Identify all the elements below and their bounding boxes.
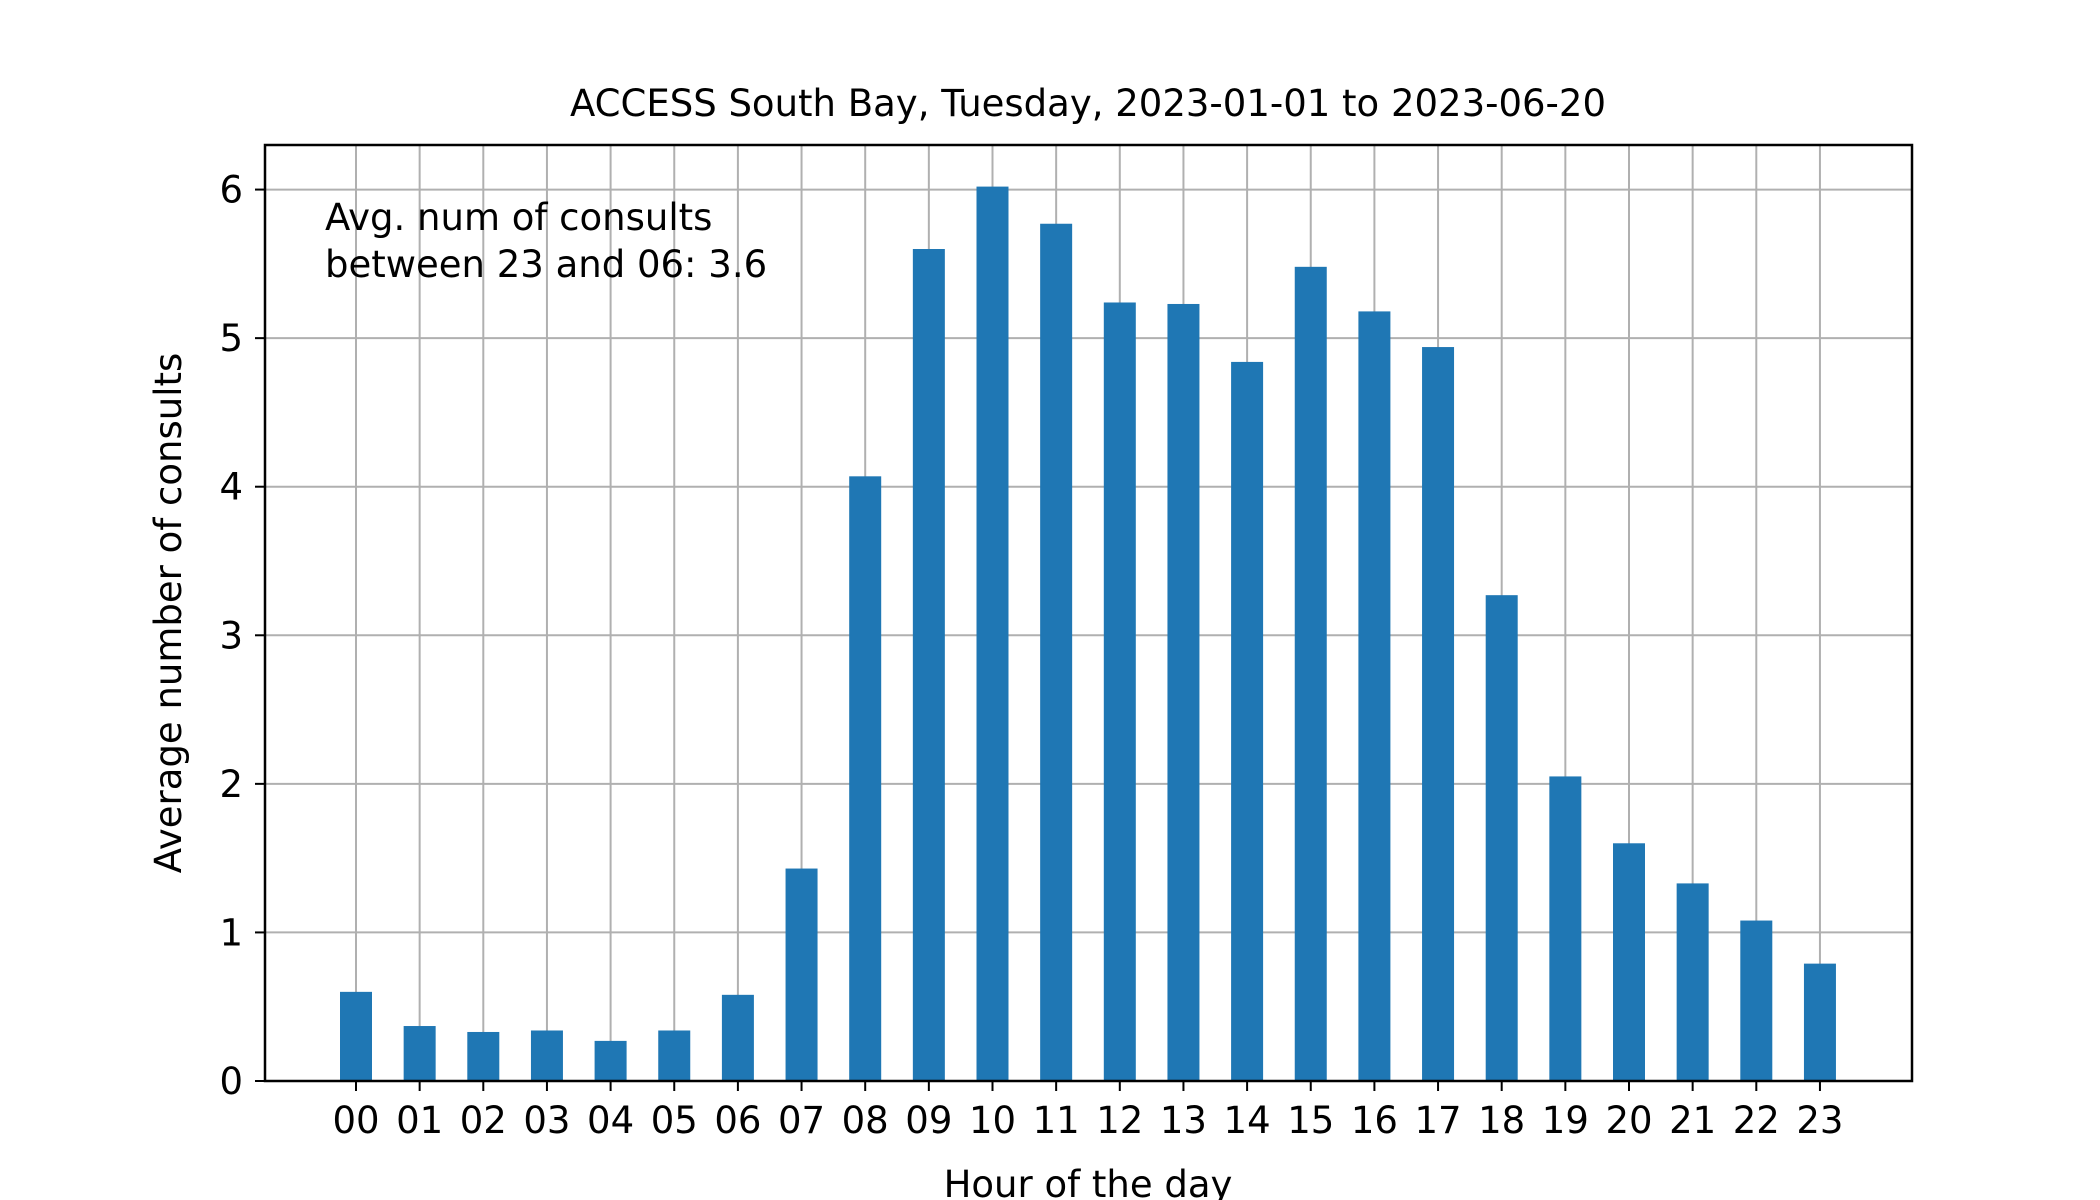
y-tick-label: 3: [219, 614, 243, 657]
bar-hour-12: [1103, 302, 1136, 1081]
annotation-line-2: between 23 and 06: 3.6: [325, 243, 767, 286]
x-tick-label: 21: [1669, 1099, 1716, 1142]
x-tick-label: 08: [842, 1099, 889, 1142]
chart-title: ACCESS South Bay, Tuesday, 2023-01-01 to…: [570, 82, 1606, 125]
x-tick-label: 02: [460, 1099, 507, 1142]
x-tick-label: 11: [1033, 1099, 1080, 1142]
bars: [340, 186, 1836, 1082]
x-tick-label: 19: [1542, 1099, 1589, 1142]
x-tick-label: 18: [1478, 1099, 1525, 1142]
plot-area-frame: [263, 143, 1914, 1083]
bar-hour-06: [721, 994, 754, 1081]
x-tick-label: 10: [969, 1099, 1016, 1142]
x-tick-label: 03: [523, 1099, 570, 1142]
bar-hour-13: [1167, 303, 1200, 1081]
x-tick-label: 12: [1096, 1099, 1143, 1142]
x-tick-label: 15: [1287, 1099, 1334, 1142]
x-tick-label: 16: [1351, 1099, 1398, 1142]
x-tick-label: 22: [1733, 1099, 1780, 1142]
x-tick-label: 01: [396, 1099, 443, 1142]
bar-hour-09: [912, 249, 945, 1081]
x-tick-label: 04: [587, 1099, 634, 1142]
x-tick-label: 20: [1605, 1099, 1652, 1142]
x-tick-label: 17: [1415, 1099, 1462, 1142]
bar-hour-16: [1358, 311, 1391, 1081]
bar-hour-14: [1231, 361, 1264, 1081]
bar-hour-22: [1740, 920, 1773, 1081]
y-tick-label: 2: [219, 763, 243, 806]
x-tick-label: 13: [1160, 1099, 1207, 1142]
y-tick-label: 5: [219, 317, 243, 360]
bar-hour-08: [849, 476, 882, 1081]
bar-hour-17: [1422, 347, 1455, 1081]
bar-hour-03: [530, 1030, 563, 1081]
x-tick-label: 09: [905, 1099, 952, 1142]
bar-hour-00: [340, 991, 372, 1081]
bar-hour-15: [1294, 266, 1327, 1081]
y-tick-label: 6: [219, 169, 243, 212]
bar-hour-23: [1803, 963, 1836, 1081]
x-tick-label: 14: [1224, 1099, 1271, 1142]
x-tick-label: 07: [778, 1099, 825, 1142]
x-tick-label: 05: [651, 1099, 698, 1142]
bar-hour-19: [1549, 776, 1582, 1081]
y-tick-label: 0: [219, 1060, 243, 1103]
bar-hour-10: [976, 186, 1009, 1082]
x-tick-label: 00: [332, 1099, 379, 1142]
y-tick-label: 4: [219, 466, 243, 509]
x-axis-label: Hour of the day: [944, 1163, 1233, 1200]
bar-hour-05: [658, 1030, 691, 1081]
bar-hour-20: [1613, 843, 1645, 1081]
bar-hour-04: [594, 1040, 627, 1081]
bar-hour-11: [1040, 223, 1073, 1081]
x-tick-label: 06: [714, 1099, 761, 1142]
bar-hour-21: [1676, 883, 1709, 1081]
bar-hour-18: [1485, 595, 1518, 1081]
x-tick-label: 23: [1796, 1099, 1843, 1142]
y-tick-label: 1: [219, 911, 243, 954]
bar-hour-07: [785, 868, 818, 1081]
bar-hour-01: [403, 1026, 436, 1081]
bar-hour-02: [467, 1031, 500, 1081]
y-axis-label: Average number of consults: [147, 353, 190, 874]
annotation-line-1: Avg. num of consults: [325, 196, 712, 239]
